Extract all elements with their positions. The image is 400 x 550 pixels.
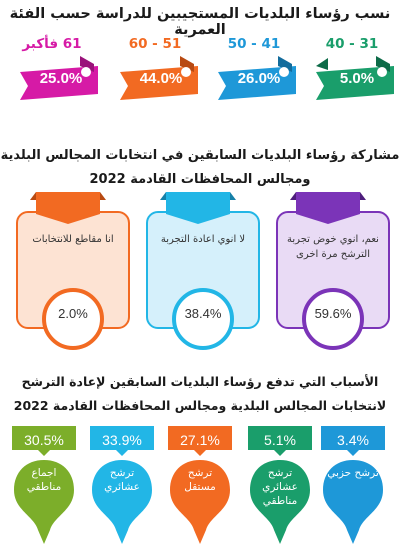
participation-text: لا انوي اعادة التجربة <box>160 234 246 245</box>
card-tab-boycott <box>30 192 106 224</box>
participation-text: انا مقاطع للانتخابات <box>32 234 114 245</box>
participation-circle <box>42 288 104 350</box>
reason-value: 30.5% <box>24 432 64 448</box>
ribbon-51-60 <box>120 56 198 100</box>
reason-text: ترشح عشائري مناطقي <box>262 467 298 507</box>
section3-title-line2: لانتخابات المجالس البلدية ومجالس المحافظ… <box>13 398 387 413</box>
age-group-label: 41 - 50 <box>227 36 281 52</box>
reason-text: ترشح عشائري <box>104 467 140 493</box>
participation-circle <box>172 288 234 350</box>
participation-value: 2.0% <box>58 306 88 321</box>
card-tabs <box>30 192 366 224</box>
age-value: 5.0% <box>339 70 375 87</box>
age-group-1: 31 - 40 <box>308 30 396 100</box>
age-group-label: 51 - 60 <box>128 36 182 52</box>
reason-pin-partisan <box>321 426 385 544</box>
ribbon-31-40 <box>316 56 394 100</box>
age-ribbons <box>20 56 394 100</box>
reason-text: ترشح مستقل <box>184 467 216 493</box>
participation-text: نعم، انوي خوض تجربة الترشح مرة اخرى <box>287 234 379 260</box>
card-tab-no <box>160 192 236 224</box>
section3-title-line1: الأسباب التي تدفع رؤساء البلديات السابقي… <box>21 374 379 389</box>
section2-title-line2: ومجالس المحافظات القادمة 2022 <box>89 172 311 187</box>
participation-value: 59.6% <box>314 306 352 321</box>
reason-value: 27.1% <box>180 432 220 448</box>
ribbon-41-50 <box>218 56 296 100</box>
age-group-label: 61 فأكبر <box>22 36 82 52</box>
age-value: 26.0% <box>237 70 281 87</box>
reason-text: اجماع مناطقي <box>26 467 62 493</box>
reason-value: 5.1% <box>264 432 296 448</box>
age-group-3: 51 - 60 <box>111 30 199 100</box>
reason-pin-regional-consensus <box>12 426 76 544</box>
participation-circle <box>302 288 364 350</box>
reason-pin-tribal <box>90 426 154 544</box>
age-value: 25.0% <box>39 70 83 87</box>
section2-title-line1: مشاركة رؤساء البلديات السابقين في انتخاب… <box>0 148 400 163</box>
section1-title: نسب رؤساء البلديات المستجيبين للدراسة حس… <box>9 6 391 38</box>
age-group-4: 61 فأكبر <box>8 30 96 100</box>
age-group-2: 41 - 50 <box>210 30 298 100</box>
reason-pin-tribal-regional <box>248 426 312 544</box>
age-value: 44.0% <box>139 70 183 87</box>
card-tab-yes <box>290 192 366 224</box>
reason-pin-independent <box>168 426 232 544</box>
reason-value: 33.9% <box>102 432 142 448</box>
ribbon-61-plus <box>20 56 98 100</box>
participation-value: 38.4% <box>184 306 222 321</box>
reason-text: ترشح حزبي <box>327 467 379 479</box>
reason-value: 3.4% <box>337 432 369 448</box>
age-group-label: 31 - 40 <box>325 36 379 52</box>
reason-pins <box>12 426 385 544</box>
